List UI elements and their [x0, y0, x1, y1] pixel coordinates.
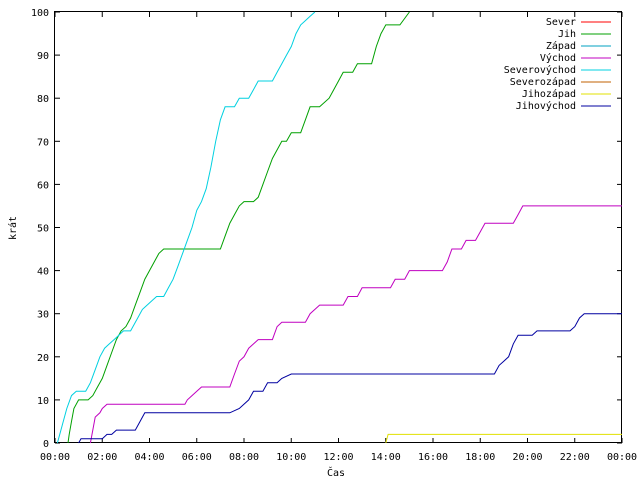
legend-label: Jihovýchod — [516, 100, 576, 112]
x-tick-label: 18:00 — [465, 452, 495, 463]
y-tick-label: 30 — [37, 310, 49, 321]
x-tick-label: 20:00 — [512, 452, 542, 463]
series-line-východ — [89, 205, 622, 444]
x-tick-label: 04:00 — [134, 452, 164, 463]
x-axis-label: Čas — [327, 466, 345, 479]
x-tick-label: 22:00 — [560, 452, 590, 463]
y-tick-label: 10 — [37, 396, 49, 407]
x-tick-label: 00:00 — [607, 452, 637, 463]
x-tick-label: 16:00 — [418, 452, 448, 463]
y-tick-label: 60 — [37, 180, 49, 191]
x-tick-label: 02:00 — [87, 452, 117, 463]
x-tick-label: 10:00 — [276, 452, 306, 463]
x-tick-label: 14:00 — [371, 452, 401, 463]
legend: SeverJihZápadVýchodSeverovýchodSeverozáp… — [504, 17, 611, 112]
x-tick-label: 12:00 — [323, 452, 353, 463]
legend-label: Východ — [540, 52, 576, 64]
y-tick-label: 0 — [43, 439, 49, 450]
series-line-severovýchod — [56, 11, 316, 444]
y-tick-label: 20 — [37, 353, 49, 364]
legend-label: Západ — [546, 40, 576, 52]
legend-label: Jih — [558, 29, 576, 40]
series-layer — [56, 11, 622, 444]
series-line-jihozápad — [385, 433, 622, 444]
y-axis-ticks: 0 10 20 30 40 50 60 70 80 90 100 — [31, 8, 622, 450]
x-tick-label: 06:00 — [182, 452, 212, 463]
series-line-jihovýchod — [78, 313, 622, 444]
legend-label: Severovýchod — [504, 64, 576, 76]
y-tick-label: 70 — [37, 137, 49, 148]
y-tick-label: 40 — [37, 267, 49, 278]
series-line-jih — [67, 11, 410, 444]
legend-label: Severozápad — [510, 76, 576, 88]
x-axis-ticks: 00:00 02:00 04:00 06:00 08:00 10:00 12:00 14:00… — [40, 12, 637, 463]
y-tick-label: 80 — [37, 94, 49, 105]
legend-label: Jihozápad — [522, 88, 576, 100]
x-tick-label: 08:00 — [229, 452, 259, 463]
y-axis-label: krát — [7, 216, 19, 240]
y-tick-label: 50 — [37, 224, 49, 235]
legend-label: Sever — [546, 17, 576, 28]
y-tick-label: 90 — [37, 51, 49, 62]
y-tick-label: 100 — [31, 8, 49, 19]
x-tick-label: 00:00 — [40, 452, 70, 463]
